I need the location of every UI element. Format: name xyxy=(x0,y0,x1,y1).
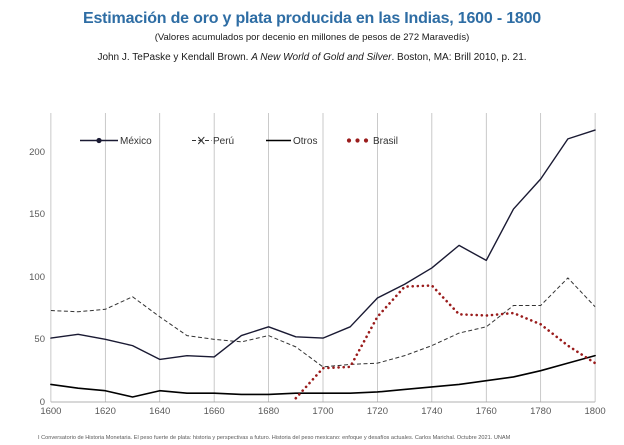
svg-text:50: 50 xyxy=(34,334,45,345)
svg-text:México: México xyxy=(120,136,152,147)
svg-text:Brasil: Brasil xyxy=(373,136,398,147)
svg-text:1620: 1620 xyxy=(95,406,116,417)
svg-text:1700: 1700 xyxy=(312,406,333,417)
svg-text:100: 100 xyxy=(29,272,45,283)
svg-text:1660: 1660 xyxy=(204,406,225,417)
svg-text:1600: 1600 xyxy=(40,406,61,417)
svg-text:150: 150 xyxy=(29,209,45,220)
svg-text:1680: 1680 xyxy=(258,406,279,417)
svg-text:Perú: Perú xyxy=(213,136,234,147)
svg-text:1740: 1740 xyxy=(421,406,442,417)
svg-text:1780: 1780 xyxy=(530,406,551,417)
svg-text:1760: 1760 xyxy=(476,406,497,417)
svg-text:Otros: Otros xyxy=(293,136,317,147)
svg-text:200: 200 xyxy=(29,147,45,158)
svg-text:1640: 1640 xyxy=(149,406,170,417)
svg-text:1720: 1720 xyxy=(367,406,388,417)
svg-text:1800: 1800 xyxy=(585,406,606,417)
